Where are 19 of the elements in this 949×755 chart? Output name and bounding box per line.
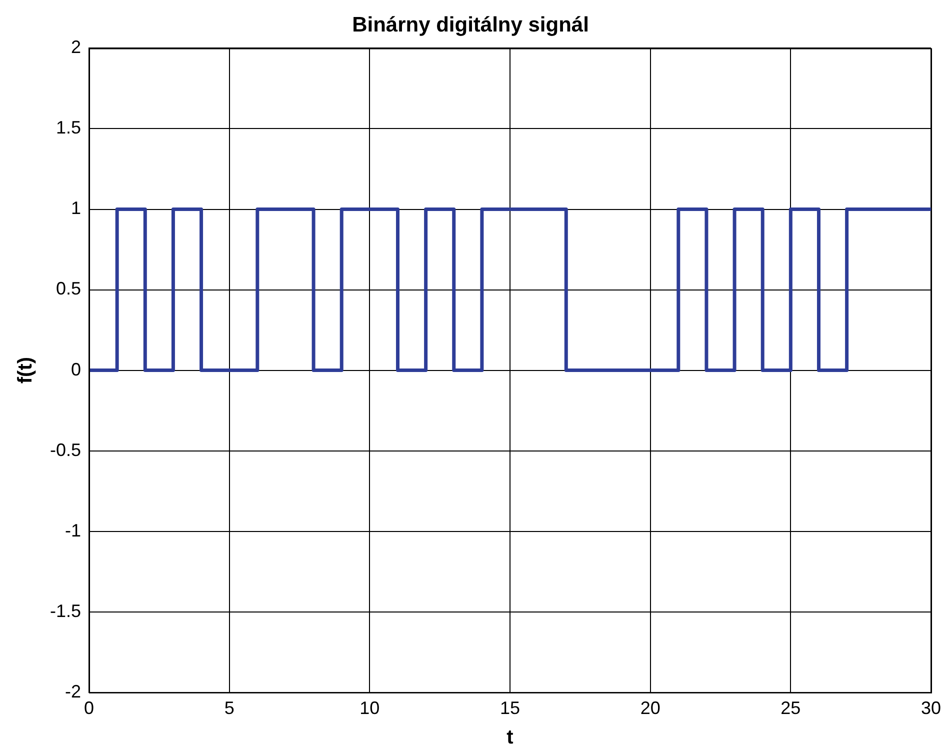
y-tick-label: 0.5 (56, 278, 82, 299)
y-axis-title: f(t) (14, 356, 37, 384)
y-tick-label: 0 (71, 359, 82, 380)
x-tick-label: 25 (780, 698, 801, 718)
x-tick-label: 20 (640, 698, 660, 718)
x-tick-label: 30 (920, 698, 942, 718)
y-tick-label: -2 (65, 681, 82, 702)
x-tick-label: 5 (224, 698, 234, 718)
y-tick-label: 1.5 (56, 118, 82, 138)
x-tick-label: 0 (84, 698, 94, 718)
x-tick-label: 15 (500, 698, 520, 718)
x-axis-title: t (506, 726, 514, 749)
y-tick-label: -1 (65, 520, 82, 540)
y-tick-label: -1.5 (50, 600, 82, 621)
x-tick-label: 10 (360, 698, 380, 718)
y-tick-label: -0.5 (50, 440, 82, 460)
y-tick-label: 2 (71, 37, 82, 58)
y-tick-label: 1 (71, 198, 82, 218)
chart-title: Binárny digitálny signál (352, 13, 589, 36)
